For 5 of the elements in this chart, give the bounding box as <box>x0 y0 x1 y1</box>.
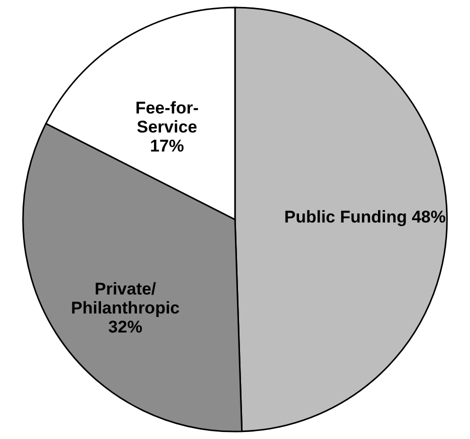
slice-label: Public Funding 48% <box>284 207 446 226</box>
slice-label: Fee-for- Service <box>135 98 199 137</box>
slice-label: Private/ Philanthropic <box>71 279 180 318</box>
data-label: 32% <box>108 317 142 336</box>
data-label: 17% <box>150 136 184 156</box>
